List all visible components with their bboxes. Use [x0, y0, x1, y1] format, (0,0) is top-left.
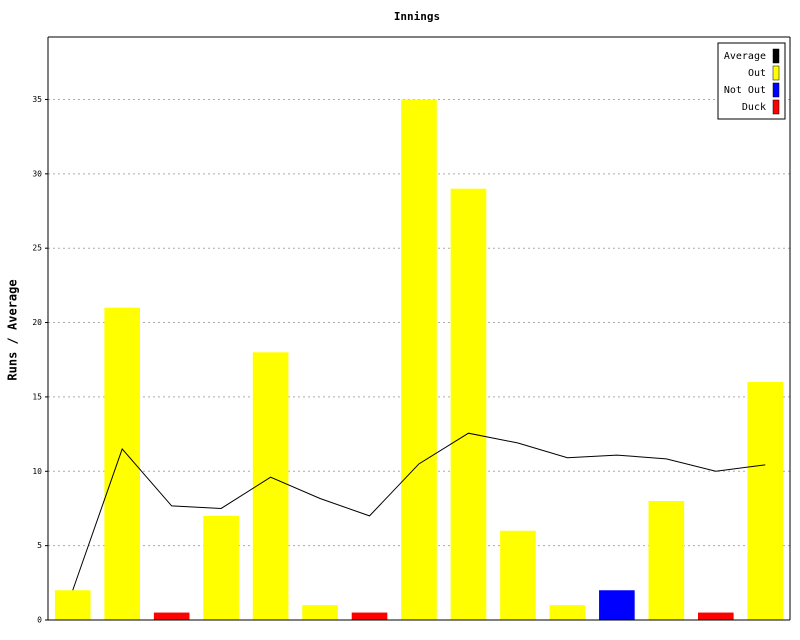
bar — [351, 612, 388, 620]
average-line — [72, 432, 766, 591]
legend-swatch — [772, 48, 780, 64]
legend-swatch — [772, 65, 780, 81]
bar — [500, 530, 536, 620]
legend-label: Average — [724, 51, 766, 62]
bar — [252, 352, 289, 620]
bar — [302, 605, 338, 620]
bar — [549, 605, 586, 620]
bar — [450, 188, 487, 620]
y-axis-label: Runs / Average — [6, 279, 20, 380]
y-tick-label: 0 — [37, 616, 42, 625]
legend-label: Duck — [742, 102, 766, 113]
y-tick-label: 20 — [32, 318, 42, 327]
bar — [401, 99, 437, 620]
bar — [104, 307, 141, 620]
legend-swatch — [772, 82, 780, 98]
legend-label: Out — [748, 68, 766, 79]
bar — [697, 612, 734, 620]
bar — [648, 501, 685, 620]
bar — [599, 590, 635, 620]
bar — [54, 590, 91, 620]
y-tick-label: 35 — [32, 95, 42, 104]
bar — [153, 612, 190, 620]
chart-title: Innings — [394, 10, 440, 23]
legend-swatch — [772, 99, 780, 115]
y-tick-label: 15 — [32, 392, 42, 401]
y-tick-label: 10 — [32, 467, 42, 476]
bar — [203, 515, 239, 620]
legend-label: Not Out — [724, 85, 766, 96]
bar — [747, 382, 784, 620]
y-tick-label: 25 — [32, 244, 42, 253]
y-tick-label: 30 — [32, 169, 42, 178]
y-tick-label: 5 — [37, 541, 42, 550]
